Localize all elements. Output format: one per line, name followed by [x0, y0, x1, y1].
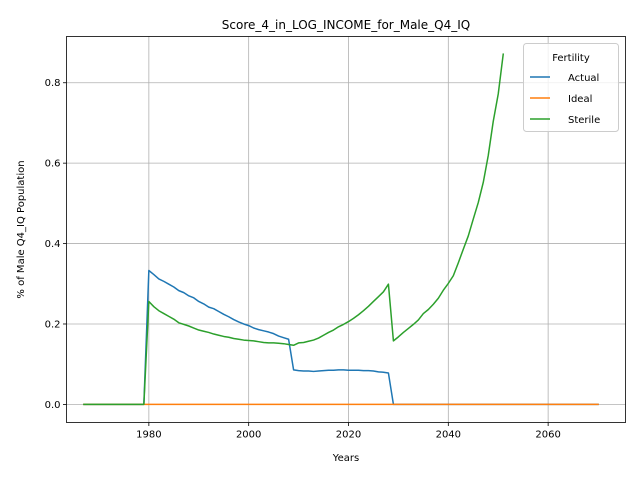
x-tick-label: 2040 — [436, 430, 461, 441]
y-tick-label: 0.4 — [45, 239, 61, 250]
x-tick-label: 2060 — [535, 430, 560, 441]
chart-title: Score_4_in_LOG_INCOME_for_Male_Q4_IQ — [222, 18, 470, 32]
y-tick-label: 0.0 — [45, 400, 61, 411]
y-tick-label: 0.6 — [45, 159, 61, 170]
legend-label-ideal: Ideal — [568, 94, 592, 105]
legend: Fertility Actual Ideal Sterile — [524, 44, 619, 132]
legend-label-actual: Actual — [568, 73, 599, 84]
x-axis-label: Years — [332, 453, 359, 464]
x-tick-label: 1980 — [136, 430, 161, 441]
y-tick-label: 0.2 — [45, 319, 61, 330]
x-tick-label: 2020 — [336, 430, 361, 441]
legend-label-sterile: Sterile — [568, 115, 600, 126]
y-tick-label: 0.8 — [45, 78, 61, 89]
y-axis-label: % of Male Q4_IQ Population — [16, 160, 27, 298]
legend-title: Fertility — [552, 53, 590, 64]
x-tick-label: 2000 — [236, 430, 261, 441]
